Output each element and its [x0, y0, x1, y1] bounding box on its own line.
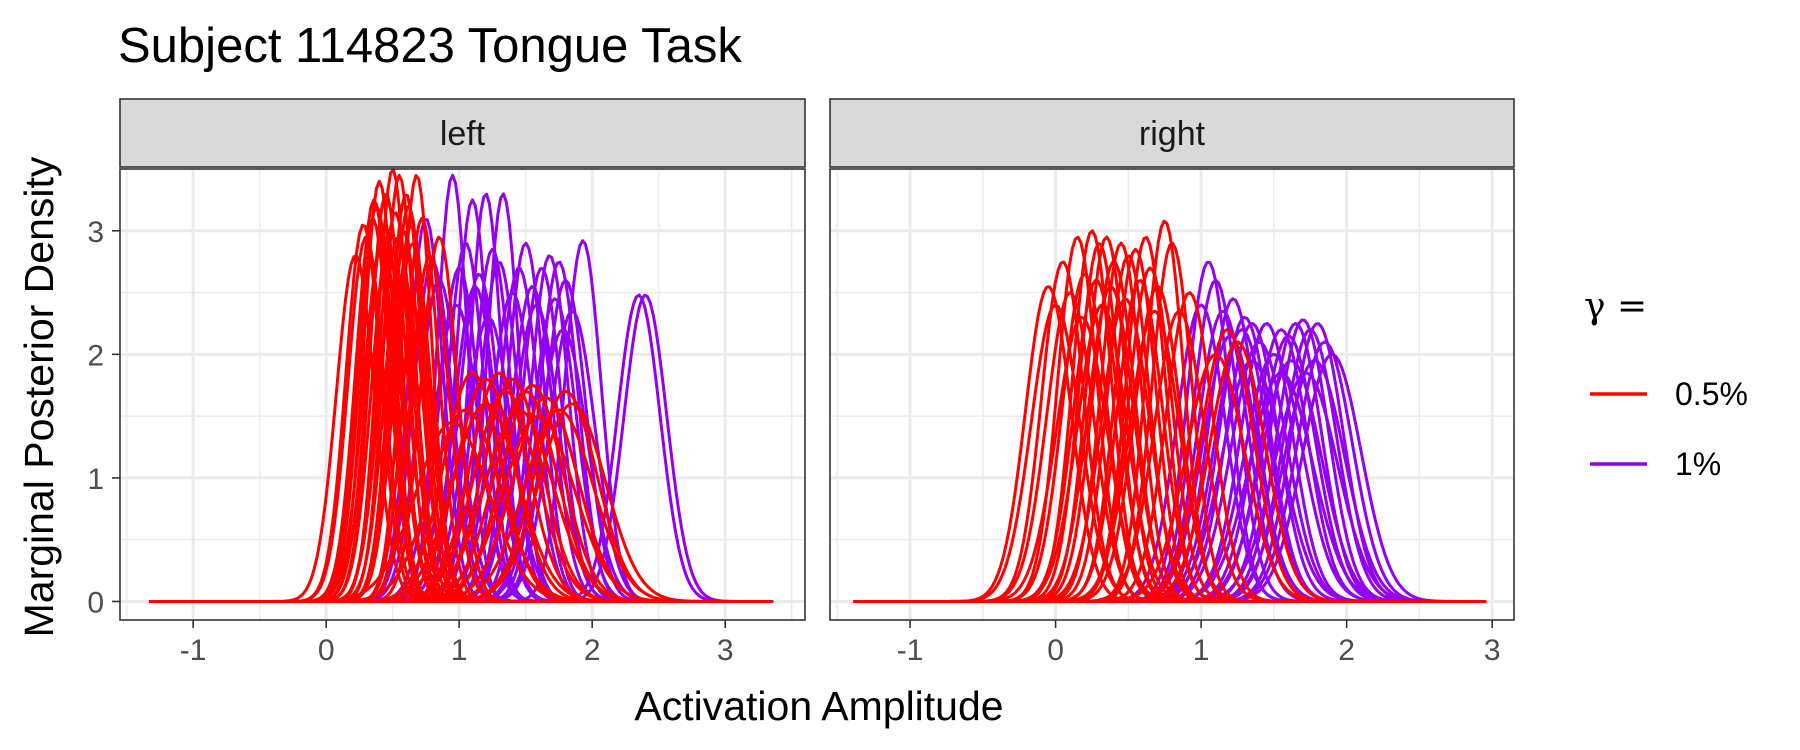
panel-border: [119, 168, 806, 621]
y-tick-label: 1: [87, 463, 104, 496]
legend-label: 0.5%: [1675, 376, 1748, 412]
facet-panel-right: right -1 0 1 2 3: [829, 98, 1515, 667]
x-axis: -1 0 1 2 3: [180, 620, 734, 667]
x-tick-label: 2: [584, 634, 601, 667]
x-tick-label: -1: [180, 634, 207, 667]
panel-border: [829, 168, 1515, 621]
y-tick-label: 2: [87, 339, 104, 372]
facet-strip-label: left: [440, 115, 486, 153]
legend-item: 0.5%: [1590, 376, 1748, 412]
x-axis-title: Activation Amplitude: [634, 683, 1003, 729]
y-tick-label: 0: [87, 586, 104, 619]
x-tick-label: 2: [1338, 634, 1355, 667]
density-curves: [853, 219, 1487, 603]
y-axis-title: Marginal Posterior Density: [16, 156, 62, 637]
legend-item: 1%: [1590, 446, 1721, 482]
x-tick-label: 1: [451, 634, 468, 667]
facet-strip-label: right: [1139, 115, 1206, 153]
x-tick-label: 3: [717, 634, 734, 667]
facet-strip-right: [829, 98, 1515, 168]
legend-keys: 0.5% 1%: [1590, 376, 1748, 482]
x-axis: -1 0 1 2 3: [897, 620, 1501, 667]
y-axis: 0 1 2 3: [87, 216, 120, 619]
chart-title: Subject 114823 Tongue Task: [118, 19, 742, 73]
facet-strip-left: [119, 98, 806, 168]
legend-title: γ =: [1584, 286, 1647, 327]
legend: γ = 0.5% 1%: [1584, 286, 1748, 482]
x-tick-label: 1: [1193, 634, 1210, 667]
facet-panels: left -1 0 1 2 3 0 1 2 3 right -1 0 1 2 3: [87, 98, 1515, 667]
x-tick-label: 0: [318, 634, 335, 667]
x-tick-label: 3: [1484, 634, 1501, 667]
density-curves: [149, 168, 774, 603]
density-curve: [853, 352, 1487, 603]
density-curve: [149, 223, 774, 603]
legend-label: 1%: [1675, 446, 1721, 482]
x-tick-label: -1: [897, 634, 924, 667]
facet-panel-left: left -1 0 1 2 3 0 1 2 3: [87, 98, 806, 667]
x-tick-label: 0: [1047, 634, 1064, 667]
y-tick-label: 3: [87, 216, 104, 249]
series-gamma-0p5pct: [149, 168, 774, 603]
series-gamma-0p5pct: [853, 219, 1487, 603]
